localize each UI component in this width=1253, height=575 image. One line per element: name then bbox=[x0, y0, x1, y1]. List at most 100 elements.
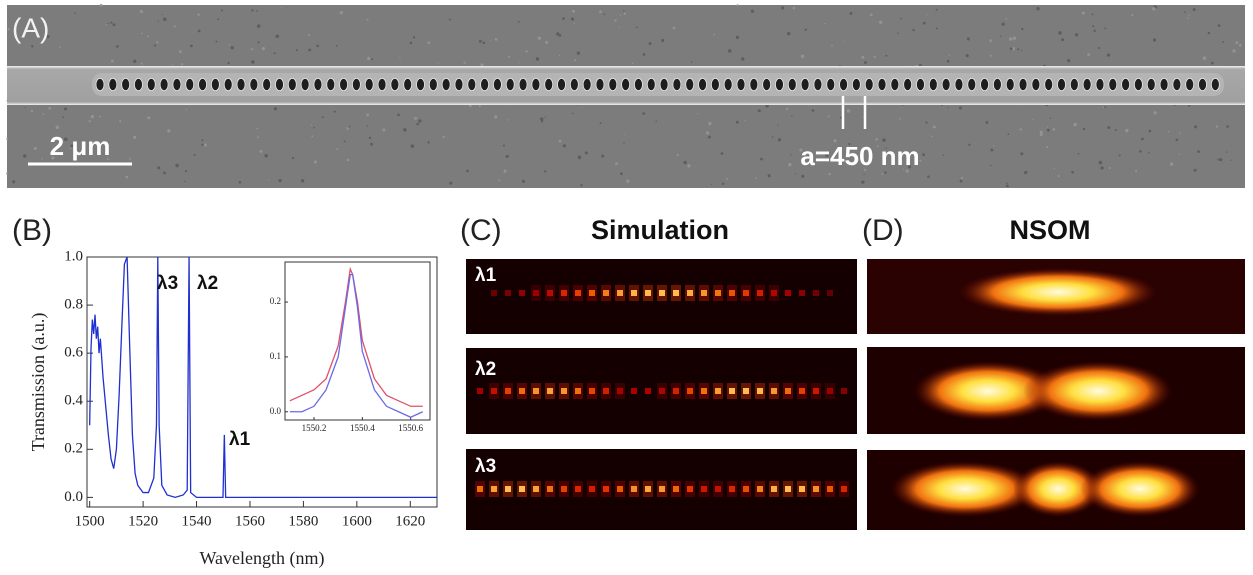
speck bbox=[1075, 33, 1079, 37]
speck bbox=[878, 20, 883, 24]
field-spot bbox=[799, 290, 805, 296]
speck bbox=[562, 144, 567, 148]
hole bbox=[390, 77, 400, 92]
field-halo bbox=[685, 481, 695, 497]
field-halo bbox=[741, 285, 751, 301]
speck bbox=[173, 25, 176, 28]
hole bbox=[249, 77, 259, 92]
speck bbox=[366, 18, 369, 21]
speck bbox=[683, 160, 687, 165]
speck bbox=[771, 136, 774, 138]
hole bbox=[993, 77, 1002, 92]
speck bbox=[801, 174, 805, 178]
hole bbox=[223, 77, 233, 92]
speck bbox=[624, 133, 626, 136]
hole bbox=[1069, 77, 1079, 92]
speck bbox=[321, 116, 324, 119]
panel-label: (A) bbox=[12, 12, 49, 43]
field-halo bbox=[559, 383, 569, 399]
speck bbox=[409, 41, 413, 45]
speck bbox=[1053, 167, 1055, 170]
speck bbox=[735, 35, 740, 40]
field-spot bbox=[505, 388, 511, 394]
speck bbox=[1139, 150, 1142, 153]
field-halo bbox=[685, 383, 695, 399]
hole bbox=[851, 77, 861, 92]
speck bbox=[55, 125, 60, 130]
speck bbox=[1057, 174, 1060, 178]
speck bbox=[251, 48, 254, 51]
hole bbox=[364, 77, 374, 92]
speck bbox=[1052, 128, 1056, 131]
speck bbox=[760, 157, 763, 161]
speck bbox=[133, 135, 137, 139]
speck bbox=[494, 115, 498, 119]
speck bbox=[573, 59, 577, 62]
speck bbox=[831, 44, 833, 47]
hole bbox=[813, 77, 823, 92]
mode-label: λ3 bbox=[475, 456, 496, 477]
field-spot bbox=[533, 290, 539, 296]
hole bbox=[159, 77, 169, 92]
hole bbox=[403, 77, 413, 92]
speck bbox=[635, 26, 638, 29]
speck bbox=[1082, 127, 1086, 131]
mode-annotation: λ3 bbox=[157, 273, 178, 294]
field-lobe bbox=[1013, 461, 1103, 517]
hole bbox=[1005, 77, 1015, 92]
speck bbox=[1178, 153, 1181, 155]
speck bbox=[843, 41, 845, 43]
speck bbox=[925, 121, 928, 124]
field-halo bbox=[657, 383, 667, 399]
speck bbox=[1091, 13, 1094, 16]
field-spot bbox=[687, 388, 693, 394]
speck bbox=[876, 145, 879, 148]
field-spot bbox=[771, 388, 777, 394]
field-halo bbox=[643, 285, 653, 301]
hole bbox=[980, 77, 989, 92]
speck bbox=[690, 61, 693, 63]
field-halo bbox=[713, 285, 723, 301]
hole bbox=[416, 77, 425, 92]
speck bbox=[30, 110, 34, 113]
field-spot bbox=[827, 486, 833, 492]
field-spot bbox=[631, 486, 637, 492]
speck bbox=[1036, 7, 1040, 11]
speck bbox=[930, 135, 933, 138]
speck bbox=[153, 44, 157, 47]
speck bbox=[112, 23, 116, 27]
field-spot bbox=[645, 486, 651, 492]
speck bbox=[946, 59, 950, 63]
speck bbox=[750, 9, 755, 13]
speck bbox=[1217, 158, 1219, 161]
field-halo bbox=[797, 383, 807, 399]
x-tick-label: 1580 bbox=[288, 513, 318, 529]
speck bbox=[251, 60, 255, 64]
hole bbox=[890, 77, 900, 92]
field-halo bbox=[713, 383, 723, 399]
speck bbox=[1135, 170, 1138, 173]
field-halo bbox=[587, 383, 597, 399]
hole bbox=[1044, 77, 1054, 92]
field-halo bbox=[727, 481, 737, 497]
speck bbox=[1081, 11, 1085, 15]
speck bbox=[1092, 25, 1095, 28]
speck bbox=[280, 7, 283, 9]
y-tick-label: 0.0 bbox=[270, 406, 282, 416]
speck bbox=[201, 143, 204, 146]
speck bbox=[570, 17, 575, 21]
speck bbox=[147, 116, 151, 120]
hole bbox=[736, 77, 746, 92]
speck bbox=[1047, 126, 1049, 128]
speck bbox=[1006, 184, 1009, 188]
speck bbox=[869, 13, 873, 17]
hole bbox=[262, 77, 272, 92]
speck bbox=[399, 57, 401, 59]
hole bbox=[787, 77, 797, 92]
speck bbox=[51, 156, 55, 160]
speck bbox=[902, 168, 905, 171]
speck bbox=[642, 53, 646, 56]
speck bbox=[70, 144, 74, 148]
speck bbox=[427, 41, 431, 45]
speck bbox=[799, 148, 803, 152]
